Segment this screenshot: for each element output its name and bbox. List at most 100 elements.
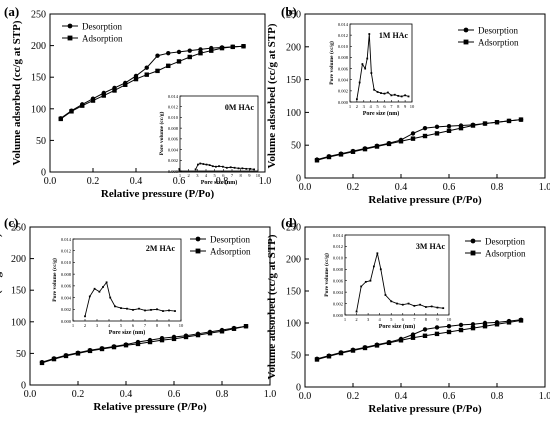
inset-y-tick-label: 0.008 xyxy=(333,267,344,272)
inset-x-tick-label: 1 xyxy=(349,104,351,109)
inset-data-point xyxy=(436,306,439,309)
inset-data-point xyxy=(390,300,393,303)
panel-label: (c) xyxy=(4,215,19,230)
data-point-adsorption xyxy=(458,327,464,333)
inset-data-point xyxy=(214,165,217,168)
inset-y-tick-label: 0.010 xyxy=(338,44,349,49)
y-tick-label: 200 xyxy=(286,42,301,53)
inset-y-tick-label: 0.006 xyxy=(168,137,179,142)
data-point-adsorption xyxy=(90,98,96,103)
data-point-adsorption xyxy=(123,82,128,87)
x-tick-label: 1.0 xyxy=(539,182,550,193)
x-tick-label: 0.2 xyxy=(347,391,360,402)
data-point-desorption xyxy=(470,322,476,327)
inset-data-point xyxy=(162,310,164,312)
legend-label: Desorption xyxy=(210,235,250,245)
data-point-adsorption xyxy=(123,342,129,348)
inset-data-point xyxy=(396,302,398,305)
inset-label: 3M HAc xyxy=(416,242,446,251)
data-point-adsorption xyxy=(434,331,440,337)
inset-x-tick-label: 2 xyxy=(355,317,357,322)
isotherm-chart: 0 50 100 150 200 250 0.0 0.2 0.4 0.6 0.8 1.0 Relativ… xyxy=(266,223,550,416)
legend-label: Adsorption xyxy=(82,34,123,44)
inset-data-point xyxy=(150,308,152,311)
inset-label: 1M HAc xyxy=(379,31,409,40)
inset-label: 2M HAc xyxy=(146,244,176,253)
inset-x-tick-label: 6 xyxy=(402,317,405,322)
data-point-adsorption xyxy=(219,45,225,51)
data-point-adsorption xyxy=(374,144,380,149)
data-point-adsorption xyxy=(314,357,320,362)
inset-data-point xyxy=(126,307,128,310)
inset-x-axis-title: Pore size (nm) xyxy=(201,179,238,186)
inset-x-tick-label: 9 xyxy=(404,104,407,109)
inset-data-point xyxy=(253,168,255,171)
isotherm-chart: 0 50 100 150 200 250 0.0 0.2 0.4 0.6 0.8 1.0 Relativ… xyxy=(11,10,271,201)
inset-x-tick-label: 7 xyxy=(231,173,234,178)
series-line-adsorption xyxy=(316,319,522,360)
legend-marker xyxy=(470,250,476,256)
inset-y-tick-label: 0.004 xyxy=(168,147,179,152)
data-point-adsorption xyxy=(155,68,160,74)
inset-x-tick-label: 10 xyxy=(447,317,452,322)
legend-label: Adsorption xyxy=(478,38,519,48)
data-point-adsorption xyxy=(410,136,416,141)
y-tick-label: 200 xyxy=(286,255,301,266)
data-point-adsorption xyxy=(482,324,488,329)
inset-y-tick-label: 0.014 xyxy=(338,22,349,27)
inset-data-point xyxy=(401,303,404,306)
x-axis-title: Relative pressure (P/Po) xyxy=(101,188,215,200)
inset-y-tick-label: 0.000 xyxy=(333,313,344,318)
inset-y-tick-label: 0.014 xyxy=(333,233,344,238)
inset-x-tick-label: 8 xyxy=(425,317,428,322)
inset-data-point xyxy=(384,294,387,296)
inset-data-point xyxy=(380,92,382,94)
x-tick-label: 0.4 xyxy=(130,176,143,187)
y-axis-title: Volume adsorbed (cc/g at STP) xyxy=(266,234,278,379)
inset-data-point xyxy=(109,296,112,299)
inset-data-point xyxy=(237,167,240,170)
plot-frame xyxy=(29,226,271,386)
inset-x-tick-label: 8 xyxy=(240,173,243,178)
x-tick-label: 0.0 xyxy=(299,182,312,193)
data-point-adsorption xyxy=(494,322,500,327)
data-point-desorption xyxy=(458,322,464,328)
inset-data-point xyxy=(222,165,224,168)
inset-x-tick-label: 10 xyxy=(179,323,184,328)
x-tick-label: 0.8 xyxy=(491,182,504,193)
panel-label: (b) xyxy=(281,4,297,19)
inset-y-tick-label: 0.002 xyxy=(333,301,343,306)
legend-marker xyxy=(470,238,476,244)
y-tick-label: 250 xyxy=(286,223,301,234)
y-tick-label: 200 xyxy=(31,41,46,52)
x-tick-label: 0.6 xyxy=(168,389,181,400)
inset-data-point xyxy=(197,163,199,166)
inset-y-tick-label: 0.000 xyxy=(61,319,72,324)
inset-x-tick-label: 6 xyxy=(132,323,135,328)
inset-x-tick-label: 2 xyxy=(188,173,190,178)
inset-data-point xyxy=(114,305,116,308)
inset-data-point xyxy=(386,91,389,94)
panel-label: (a) xyxy=(4,4,20,19)
y-tick-label: 250 xyxy=(31,10,46,21)
y-tick-label: 100 xyxy=(11,317,26,328)
data-point-adsorption xyxy=(176,59,182,64)
plot-frame xyxy=(304,226,546,388)
data-point-adsorption xyxy=(69,109,74,114)
data-point-adsorption xyxy=(470,123,476,128)
inset-y-axis-title: Pore volume (cc/g) xyxy=(323,253,330,297)
x-tick-label: 0.0 xyxy=(44,176,57,187)
data-point-adsorption xyxy=(482,121,488,126)
inset-data-point xyxy=(390,94,393,97)
data-point-desorption xyxy=(198,47,203,52)
data-point-adsorption xyxy=(171,336,177,342)
data-point-adsorption xyxy=(518,117,524,122)
data-point-adsorption xyxy=(434,131,440,136)
inset-data-point xyxy=(373,88,376,91)
x-tick-label: 1.0 xyxy=(264,389,277,400)
inset-data-point xyxy=(249,167,252,170)
inset-data-point xyxy=(360,285,363,288)
data-point-adsorption xyxy=(101,93,106,98)
inset-data-point xyxy=(379,268,382,271)
inset-x-tick-label: 10 xyxy=(256,173,261,178)
